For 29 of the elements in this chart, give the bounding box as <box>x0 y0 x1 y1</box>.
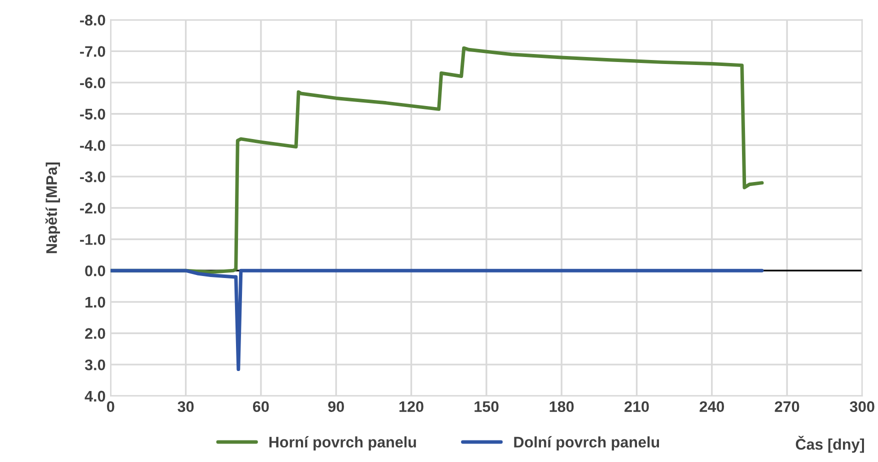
y-tick-label: -6.0 <box>80 77 106 88</box>
y-tick-label: -3.0 <box>80 171 106 182</box>
x-tick-label: 0 <box>106 401 114 412</box>
x-tick-label: 120 <box>399 401 424 412</box>
x-tick-label: 90 <box>328 401 344 412</box>
y-tick-label: 2.0 <box>85 328 106 339</box>
y-axis-title: Napětí [MPa] <box>45 162 60 254</box>
y-tick-label: 4.0 <box>84 390 106 402</box>
x-tick-label: 150 <box>474 401 499 412</box>
legend-label: Dolní povrch panelu <box>514 436 660 451</box>
y-tick-label: -5.0 <box>80 108 106 120</box>
x-tick-label: 240 <box>700 401 724 412</box>
y-tick-label: -8.0 <box>80 14 106 26</box>
x-tick-label: 300 <box>850 401 874 412</box>
x-tick-label: 270 <box>774 401 800 412</box>
x-tick-label: 30 <box>178 401 194 412</box>
y-tick-label: -2.0 <box>80 202 106 214</box>
legend-label: Horní povrch panelu <box>269 436 416 451</box>
y-tick-label: -1.0 <box>80 234 106 245</box>
y-tick-label: -4.0 <box>80 140 106 151</box>
x-tick-label: 180 <box>550 401 574 412</box>
x-axis-title: Čas [dny] <box>796 436 864 453</box>
y-tick-label: 1.0 <box>85 296 106 308</box>
y-tick-label: -7.0 <box>80 46 106 57</box>
y-tick-label: 3.0 <box>84 359 106 370</box>
x-tick-label: 60 <box>253 401 269 412</box>
line-series <box>110 268 764 372</box>
x-tick-label: 210 <box>624 401 649 412</box>
y-tick-label: 0.0 <box>85 265 106 276</box>
